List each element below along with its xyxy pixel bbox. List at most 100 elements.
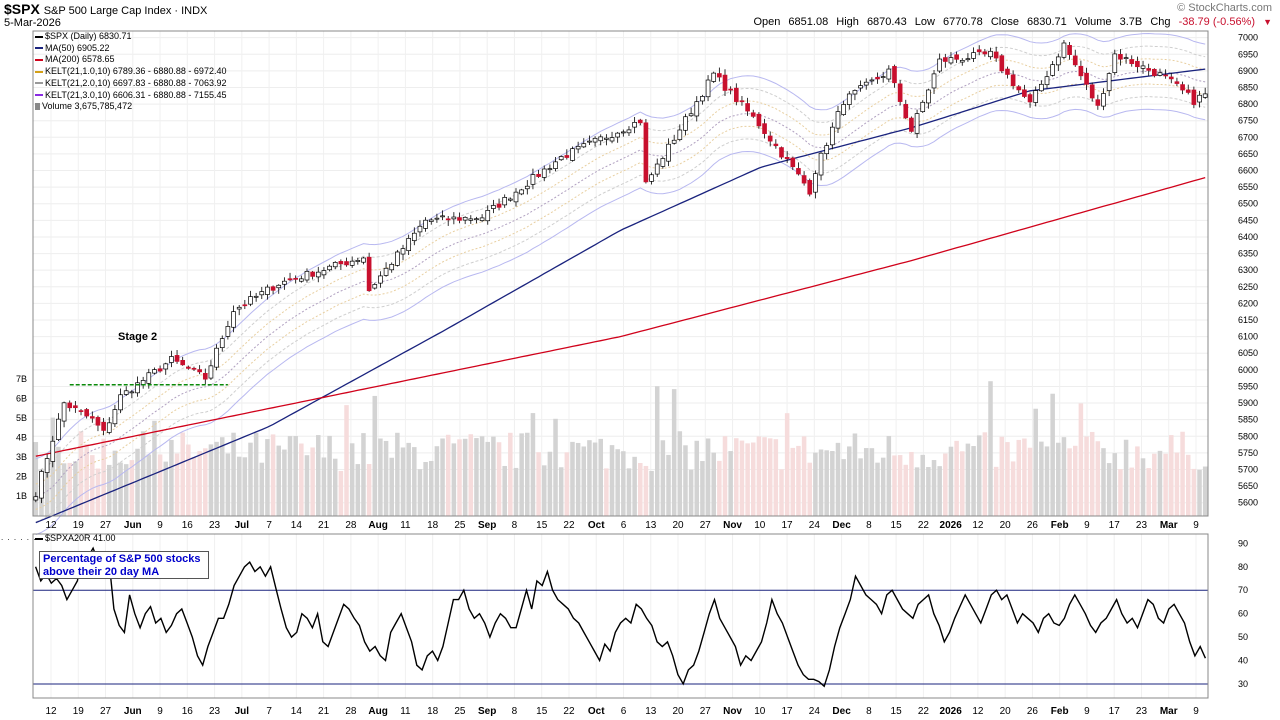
candles [33, 39, 1208, 504]
volume-bar [338, 470, 344, 516]
volume-bar [214, 441, 219, 516]
price-tick-label: 6800 [1238, 99, 1258, 109]
candle-body [282, 280, 287, 285]
volume-bar [604, 468, 609, 516]
candle-body [434, 217, 440, 220]
volume-bar [700, 461, 705, 516]
candle-body [519, 189, 524, 195]
candle-body [1168, 76, 1174, 80]
volume-bar [129, 460, 135, 516]
volume-bar [914, 467, 920, 516]
x-tick-label: 7 [266, 520, 272, 531]
volume-bar [1044, 446, 1050, 516]
candle-body [892, 66, 897, 84]
volume-bar [496, 442, 502, 516]
candle-body [592, 137, 598, 143]
volume-bar [146, 454, 152, 516]
volume-bar [1202, 466, 1208, 516]
candle-body [56, 418, 61, 440]
x-tick-label: 6 [621, 520, 627, 531]
candle-body [626, 129, 632, 134]
x-tick-label: 16 [182, 520, 194, 531]
candle-body [654, 163, 660, 175]
candle-body [784, 157, 790, 160]
candle-body [33, 496, 39, 501]
volume-tick-label: 7B [16, 374, 27, 384]
candle-body [491, 205, 496, 209]
volume-bar [1157, 450, 1163, 516]
candle-body [666, 143, 671, 162]
candle-body [361, 257, 366, 263]
candle-body [801, 175, 807, 184]
x-tick-label: 12 [45, 706, 57, 717]
candle-body [1146, 68, 1152, 71]
volume-bar [1140, 458, 1146, 516]
candle-body [683, 116, 688, 131]
volume-bar [835, 442, 841, 516]
volume-bar [349, 443, 355, 516]
volume-bar [344, 405, 349, 516]
candle-body [830, 126, 835, 146]
candle-body [677, 129, 683, 140]
x-tick-label: Nov [723, 706, 742, 717]
volume-bar [33, 442, 39, 516]
volume-bar [564, 452, 570, 516]
volume-bar [140, 431, 146, 516]
price-tick-label: 6650 [1238, 149, 1258, 159]
volume-bar [169, 439, 174, 516]
candle-body [999, 55, 1005, 72]
candle-body [1118, 54, 1123, 60]
low-label: Low [914, 16, 935, 28]
candle-body [688, 113, 694, 117]
x-tick-label: 11 [400, 520, 411, 531]
candle-body [89, 416, 95, 419]
volume-bar [253, 432, 259, 516]
x-tick-label: Aug [368, 520, 387, 531]
volume-bar [841, 459, 846, 516]
candle-body [366, 256, 372, 292]
volume-bar [1123, 439, 1129, 516]
volume-bar [570, 441, 575, 516]
candle-body [496, 203, 502, 208]
volume-bar [739, 440, 745, 516]
legend-kelt3: KELT(21,3.0,10) 6606.31 - 6880.88 - 7155… [35, 90, 226, 102]
candle-body [581, 143, 587, 148]
volume-bar [762, 437, 767, 516]
indicator-dots: . . . . . . . . [1, 533, 50, 542]
x-tick-label: 27 [700, 706, 712, 717]
candle-body [903, 104, 909, 119]
volume-bar [378, 438, 383, 516]
price-tick-label: 5750 [1238, 448, 1258, 458]
candle-body [728, 88, 733, 91]
price-tick-label: 5700 [1238, 464, 1258, 474]
x-tick-label: 22 [918, 520, 930, 531]
volume-bar [299, 443, 304, 516]
volume-bar [157, 454, 163, 516]
legend-volume: Volume 3,675,785,472 [35, 101, 226, 113]
volume-bar [1191, 468, 1197, 516]
candle-body [1027, 94, 1033, 103]
volume-bar [897, 455, 903, 516]
volume-bar [1016, 439, 1022, 516]
candle-body [169, 356, 174, 363]
volume-bar [1112, 453, 1118, 516]
x-tick-label: 10 [754, 706, 766, 717]
volume-bar [863, 448, 869, 516]
volume-bar [231, 432, 236, 516]
volume-bar [163, 461, 169, 516]
volume-bar [186, 444, 191, 516]
exchange: INDX [181, 5, 208, 17]
candle-body [355, 260, 361, 262]
candle-body [231, 311, 236, 328]
indicator-tick-label: 80 [1238, 562, 1248, 572]
volume-bar [457, 439, 462, 516]
candle-body [541, 168, 547, 178]
candle-body [948, 57, 954, 64]
moving-averages [35, 68, 1206, 524]
volume-bar [78, 431, 84, 516]
volume-bar [219, 437, 225, 516]
volume-bar [1056, 442, 1061, 516]
x-tick-label: 18 [427, 520, 439, 531]
candle-body [897, 83, 903, 102]
candle-body [909, 117, 914, 132]
